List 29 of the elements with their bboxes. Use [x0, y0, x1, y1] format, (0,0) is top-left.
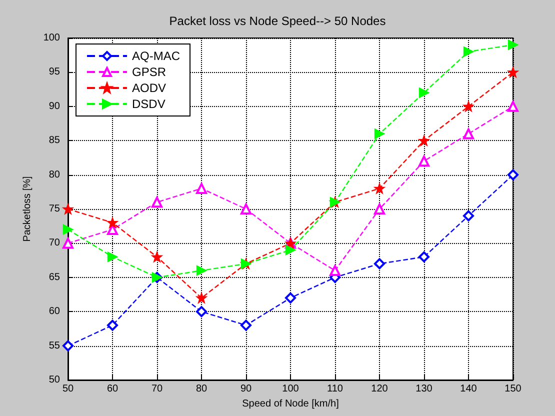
x-tick-label: 60 [106, 384, 118, 394]
y-tick-label: 75 [48, 204, 60, 214]
y-tick-label: 100 [43, 32, 60, 44]
y-tick-label: 85 [48, 135, 60, 146]
legend-label: GPSR [132, 65, 166, 79]
x-tick-label: 80 [196, 384, 208, 394]
y-tick-label: 50 [48, 374, 60, 386]
x-tick-label: 140 [460, 384, 478, 394]
y-tick-label: 90 [48, 100, 60, 112]
y-tick-label: 60 [48, 306, 60, 318]
legend-label: AQ-MAC [132, 49, 180, 63]
x-tick-label: 100 [282, 384, 300, 394]
y-tick-label: 80 [48, 169, 60, 180]
legend-label: AODV [132, 81, 166, 95]
y-tick-label: 55 [48, 340, 60, 352]
y-tick-label: 70 [48, 238, 60, 249]
x-tick-label: 130 [416, 384, 433, 394]
chart-title: Packet loss vs Node Speed--> 50 Nodes [169, 14, 386, 28]
y-axis-title: Packetloss [%] [22, 176, 33, 242]
x-tick-label: 90 [240, 384, 252, 394]
legend-label: DSDV [132, 97, 166, 111]
y-tick-label: 65 [48, 272, 60, 283]
x-tick-label: 110 [327, 384, 344, 394]
y-tick-label: 95 [48, 66, 60, 78]
x-tick-label: 50 [62, 384, 74, 394]
x-axis-title: Speed of Node [km/h] [242, 398, 340, 410]
x-tick-label: 120 [371, 384, 388, 394]
x-tick-label: 70 [151, 384, 163, 394]
x-tick-label: 150 [504, 384, 522, 394]
